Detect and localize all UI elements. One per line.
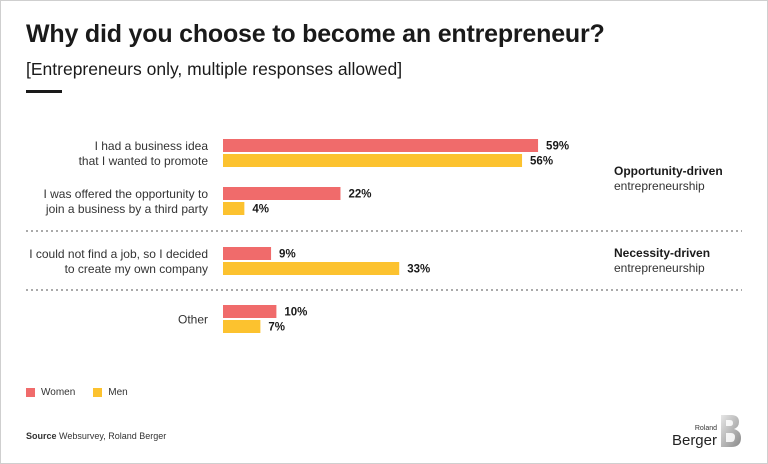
bar-value-label: 7%: [268, 322, 285, 334]
legend-label-women: Women: [41, 387, 76, 398]
bar-men: [223, 262, 400, 275]
legend-swatch-women: [26, 388, 35, 397]
bar-men: [223, 154, 523, 167]
bar-value-label: 59%: [546, 141, 569, 153]
category-label: join a business by a third party: [45, 202, 208, 216]
logo-text-big: Berger: [671, 432, 717, 449]
category-label: that I wanted to promote: [79, 154, 209, 168]
bar-value-label: 10%: [284, 307, 307, 319]
source-note: Source Websurvey, Roland Berger: [26, 431, 166, 441]
bar-women: [223, 305, 277, 318]
legend-item-women: Women: [26, 387, 75, 398]
chart-title: Why did you choose to become an entrepre…: [26, 20, 605, 48]
group-subtitle: entrepreneurship: [614, 261, 705, 275]
title-underline: [26, 90, 62, 93]
bar-men: [223, 202, 245, 215]
category-label: I had a business idea: [95, 139, 209, 153]
group-subtitle: entrepreneurship: [614, 179, 705, 193]
chart-subtitle: [Entrepreneurs only, multiple responses …: [26, 59, 403, 79]
legend-label-men: Men: [108, 387, 128, 398]
bar-value-label: 33%: [407, 264, 430, 276]
bar-women: [223, 247, 272, 260]
bar-women: [223, 187, 341, 200]
roland-berger-logo: Roland Berger: [672, 414, 742, 448]
category-label: I could not find a job, so I decided: [29, 247, 208, 261]
category-label: to create my own company: [65, 262, 208, 276]
bar-women: [223, 139, 539, 152]
legend: Women Men: [26, 387, 146, 398]
legend-swatch-men: [93, 388, 103, 397]
bar-value-label: 9%: [279, 249, 296, 261]
source-label: Source: [26, 431, 57, 441]
source-text: Websurvey, Roland Berger: [59, 431, 167, 441]
logo-b-mark-icon: [721, 415, 741, 447]
category-label: I was offered the opportunity to: [43, 187, 208, 201]
bar-men: [223, 320, 261, 333]
category-label: Other: [178, 313, 208, 327]
group-title: Necessity-driven: [614, 246, 710, 260]
bar-value-label: 56%: [530, 156, 553, 168]
logo-text-small: Roland: [694, 425, 717, 432]
bar-value-label: 4%: [252, 204, 269, 216]
legend-item-men: Men: [93, 387, 128, 398]
group-title: Opportunity-driven: [614, 164, 723, 178]
bar-value-label: 22%: [348, 189, 371, 201]
